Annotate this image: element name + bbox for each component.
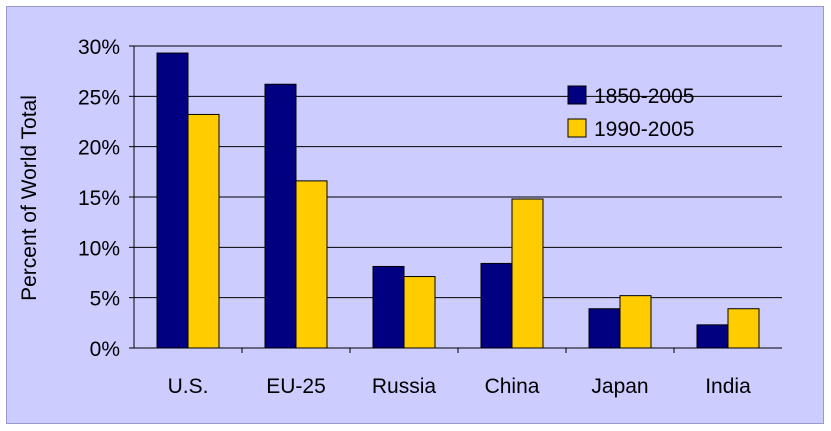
bar-1850-2005-Japan bbox=[588, 308, 621, 349]
x-tick-label: Russia bbox=[372, 375, 437, 398]
gridlines bbox=[134, 45, 782, 299]
y-tick-label: 20% bbox=[78, 137, 120, 160]
bar-1850-2005-India bbox=[696, 324, 729, 349]
bar-1990-2005-Russia bbox=[403, 276, 436, 349]
bar-1850-2005-China bbox=[480, 262, 513, 349]
bar-1990-2005-India bbox=[727, 308, 760, 349]
legend-swatch bbox=[567, 118, 587, 138]
x-tick-labels: U.S. EU-25 Russia China Japan India bbox=[168, 348, 751, 398]
x-tick-label: U.S. bbox=[168, 375, 209, 398]
x-tick-label: India bbox=[705, 375, 751, 398]
y-tick-label: 10% bbox=[78, 237, 120, 260]
x-tick-label: China bbox=[485, 375, 540, 398]
bar-1850-2005-Russia bbox=[372, 265, 405, 349]
legend: 1850-2005 1990-2005 bbox=[567, 85, 694, 141]
bar-1990-2005-Japan bbox=[619, 295, 652, 349]
bar-1990-2005-U.S. bbox=[187, 113, 220, 349]
y-tick-label: 25% bbox=[78, 86, 120, 109]
bar-1990-2005-China bbox=[511, 198, 544, 349]
bars bbox=[156, 52, 760, 349]
y-axis-title: Percent of World Total bbox=[18, 95, 41, 301]
legend-label: 1990-2005 bbox=[594, 118, 694, 141]
legend-label: 1850-2005 bbox=[594, 85, 694, 108]
x-tick-label: Japan bbox=[591, 375, 648, 398]
y-tick-label: 15% bbox=[78, 187, 120, 210]
legend-swatch bbox=[567, 85, 587, 105]
y-tick-label: 0% bbox=[90, 338, 120, 361]
y-tick-labels: 0% 5% 10% 15% 20% 25% 30% bbox=[78, 36, 134, 361]
bar-1850-2005-U.S. bbox=[156, 52, 189, 349]
y-tick-label: 30% bbox=[78, 36, 120, 59]
x-tick-label: EU-25 bbox=[266, 375, 326, 398]
chart-background bbox=[6, 6, 824, 424]
y-tick-label: 5% bbox=[90, 288, 120, 311]
bar-1850-2005-EU-25 bbox=[264, 83, 297, 349]
bar-1990-2005-EU-25 bbox=[295, 180, 328, 349]
